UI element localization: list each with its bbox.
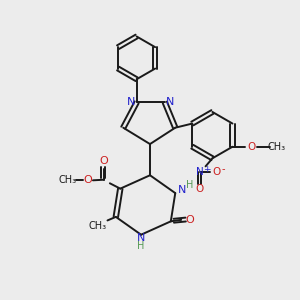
Text: N: N: [178, 185, 186, 195]
Text: N: N: [137, 233, 145, 243]
Text: O: O: [248, 142, 256, 152]
Text: N: N: [196, 167, 203, 177]
Text: +: +: [203, 165, 210, 174]
Text: O: O: [213, 167, 221, 177]
Text: N: N: [127, 98, 136, 107]
Text: H: H: [137, 241, 145, 251]
Text: O: O: [83, 175, 92, 185]
Text: O: O: [100, 156, 108, 166]
Text: CH₃: CH₃: [58, 175, 77, 185]
Text: N: N: [166, 98, 174, 107]
Text: O: O: [185, 215, 194, 225]
Text: H: H: [186, 180, 194, 190]
Text: -: -: [222, 164, 226, 174]
Text: O: O: [196, 184, 204, 194]
Text: CH₃: CH₃: [88, 221, 106, 231]
Text: CH₃: CH₃: [267, 142, 286, 152]
